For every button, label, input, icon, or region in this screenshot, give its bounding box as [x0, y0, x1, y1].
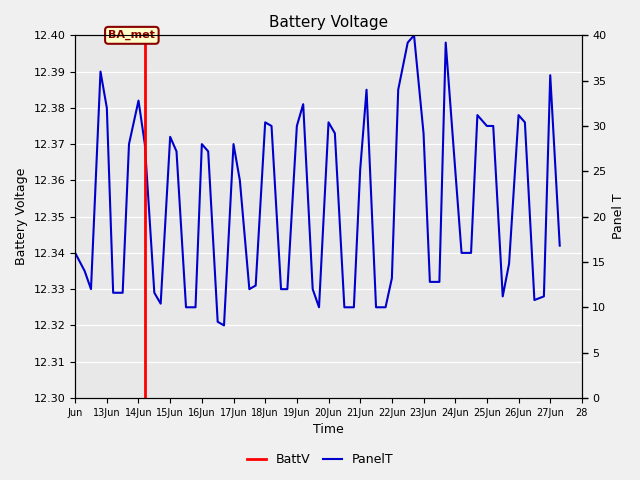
X-axis label: Time: Time: [313, 423, 344, 436]
Y-axis label: Panel T: Panel T: [612, 194, 625, 240]
Text: BA_met: BA_met: [108, 30, 156, 40]
Legend: BattV, PanelT: BattV, PanelT: [242, 448, 398, 471]
Title: Battery Voltage: Battery Voltage: [269, 15, 388, 30]
Y-axis label: Battery Voltage: Battery Voltage: [15, 168, 28, 265]
